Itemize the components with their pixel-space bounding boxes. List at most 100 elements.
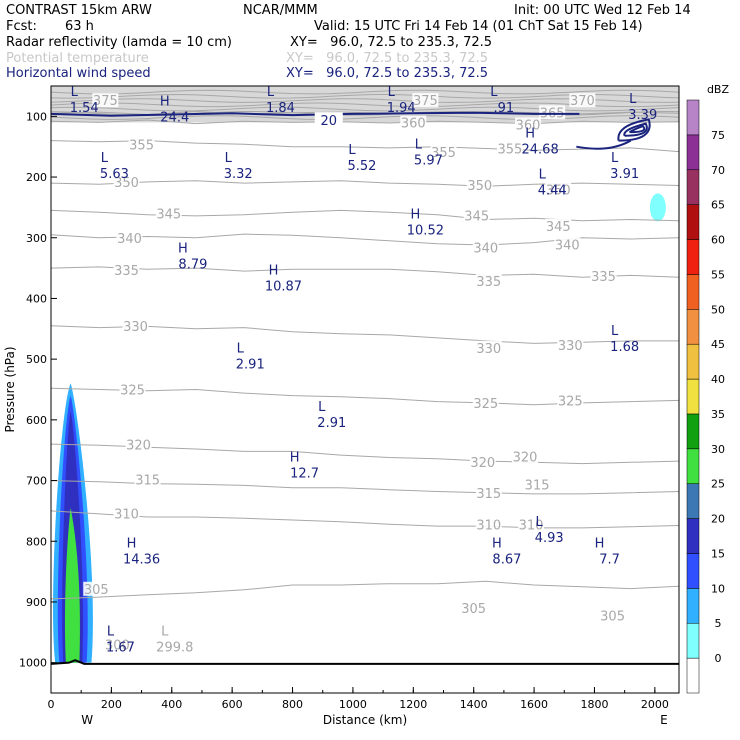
theta-label-bg bbox=[472, 240, 499, 255]
theta-label-bg bbox=[116, 230, 143, 245]
theta-contour-355 bbox=[50, 140, 680, 153]
extremum-kind: L bbox=[71, 85, 79, 100]
theta-label-bg bbox=[92, 93, 119, 108]
theta-label: 345 bbox=[464, 210, 489, 225]
extremum-kind: H bbox=[410, 207, 420, 222]
colorbar-segment bbox=[686, 204, 700, 240]
y-tick-label: 100 bbox=[26, 110, 47, 123]
extremum-low: L1.54 bbox=[70, 85, 99, 116]
extremum-high: H8.67 bbox=[492, 536, 521, 567]
theta-contour-340 bbox=[50, 233, 680, 246]
colorbar-label: 20 bbox=[711, 513, 725, 526]
colorbar-label: 60 bbox=[711, 234, 725, 247]
extremum-value: 3.91 bbox=[610, 167, 639, 182]
theta-label-bg bbox=[463, 208, 490, 223]
theta-label: 360 bbox=[401, 117, 426, 132]
extremum-high: H24.4 bbox=[160, 95, 189, 126]
theta-label: 320 bbox=[470, 456, 495, 471]
theta-label-bg bbox=[119, 382, 146, 397]
theta-label: 325 bbox=[473, 397, 498, 412]
theta-label-bg bbox=[475, 517, 502, 532]
extremum-value: 5.63 bbox=[100, 167, 129, 182]
theta-label: 335 bbox=[114, 264, 139, 279]
wind-contour-label-bg bbox=[314, 112, 343, 128]
theta-label-bg bbox=[104, 637, 131, 652]
extremum-low: L3.39 bbox=[628, 92, 657, 123]
extremum-value: 2.91 bbox=[236, 358, 265, 373]
extremum-low: L4.44 bbox=[538, 167, 567, 198]
extremum-kind: H bbox=[160, 95, 170, 110]
reflectivity-plume bbox=[50, 86, 680, 665]
extremum-kind: L bbox=[388, 85, 396, 100]
theta-label-bg bbox=[545, 182, 572, 197]
theta-label: 320 bbox=[126, 438, 151, 453]
extremum-value: 4.44 bbox=[538, 183, 567, 198]
theta-label-bg bbox=[569, 93, 596, 108]
wind-jet-core-contour bbox=[617, 118, 651, 142]
theta-contour-360 bbox=[50, 119, 680, 125]
theta-label: 375 bbox=[93, 94, 118, 109]
extremum-low: L5.63 bbox=[100, 151, 129, 182]
theta-label-bg bbox=[475, 274, 502, 289]
theta-label: 355 bbox=[431, 146, 456, 161]
extremum-kind: L bbox=[490, 85, 498, 100]
colorbar-segment bbox=[686, 99, 700, 136]
extremum-kind: H bbox=[492, 536, 502, 551]
extremum-kind: L bbox=[629, 92, 637, 107]
upper-band-contour-line bbox=[50, 106, 680, 112]
wind-jet-core-contour bbox=[576, 139, 632, 150]
colorbar-segment bbox=[686, 378, 700, 415]
extremum-value: 10.52 bbox=[407, 223, 444, 238]
extremum-low: L5.97 bbox=[414, 138, 443, 169]
colorbar-label: 15 bbox=[711, 547, 725, 560]
colorbar-segment bbox=[686, 274, 700, 310]
extremum-kind: L bbox=[611, 151, 619, 166]
extremum-value: 3.32 bbox=[224, 167, 253, 182]
extremum-kind: L bbox=[267, 85, 275, 100]
theta-label: 325 bbox=[120, 384, 145, 399]
extremum-high: H24.68 bbox=[522, 127, 559, 158]
theta-label-bg bbox=[412, 93, 439, 108]
extremum-kind: H bbox=[269, 263, 279, 278]
extremum-kind: L bbox=[237, 342, 245, 357]
x-tick-label: 1600 bbox=[520, 698, 548, 711]
theta-label-bg bbox=[518, 517, 545, 532]
theta-label: 320 bbox=[513, 450, 538, 465]
extremum-kind: L bbox=[415, 138, 423, 153]
extremum-low: L4.93 bbox=[535, 515, 564, 546]
y-tick-label: 200 bbox=[26, 171, 47, 184]
wind-speed-contours: 20 bbox=[50, 111, 651, 150]
extremum-low: L2.91 bbox=[236, 342, 265, 373]
colorbar-label: 0 bbox=[715, 652, 722, 665]
theta-label: 345 bbox=[156, 208, 181, 223]
theta-label-bg bbox=[515, 117, 542, 132]
valid-time: Valid: 15 UTC Fri 14 Feb 14 (01 ChT Sat … bbox=[314, 19, 643, 34]
reflectivity-region-25dbz bbox=[64, 507, 80, 663]
extremum-kind: L bbox=[536, 515, 544, 530]
extremum-value: 24.4 bbox=[160, 111, 189, 126]
extremum-value: 14.36 bbox=[123, 552, 160, 567]
x-tick-label: 800 bbox=[282, 698, 303, 711]
extremum-value: 8.67 bbox=[492, 552, 521, 567]
theta-label-bg bbox=[590, 269, 617, 284]
extremum-low: L3.32 bbox=[224, 151, 253, 182]
theta-label-bg bbox=[430, 144, 457, 159]
extremum-value: 299.8 bbox=[156, 640, 193, 655]
theta-label: 310 bbox=[476, 518, 501, 533]
theta-label-bg bbox=[524, 477, 551, 492]
y-tick-label: 900 bbox=[26, 596, 47, 609]
colorbar-label: 70 bbox=[711, 164, 725, 177]
theta-label-bg bbox=[469, 454, 496, 469]
theta-label-bg bbox=[125, 437, 152, 452]
upper-band-contour-line bbox=[50, 115, 680, 120]
theta-label-bg bbox=[134, 472, 161, 487]
theta-contour-345 bbox=[50, 209, 680, 222]
extremum-kind: L bbox=[539, 167, 547, 182]
theta-label: 310 bbox=[114, 508, 139, 523]
extremum-low: L1.67 bbox=[106, 624, 135, 655]
extremum-low: L.91 bbox=[490, 85, 514, 116]
theta-label: 305 bbox=[600, 610, 625, 625]
extremum-kind: L bbox=[318, 400, 326, 415]
extremum-value: 8.79 bbox=[178, 257, 207, 272]
